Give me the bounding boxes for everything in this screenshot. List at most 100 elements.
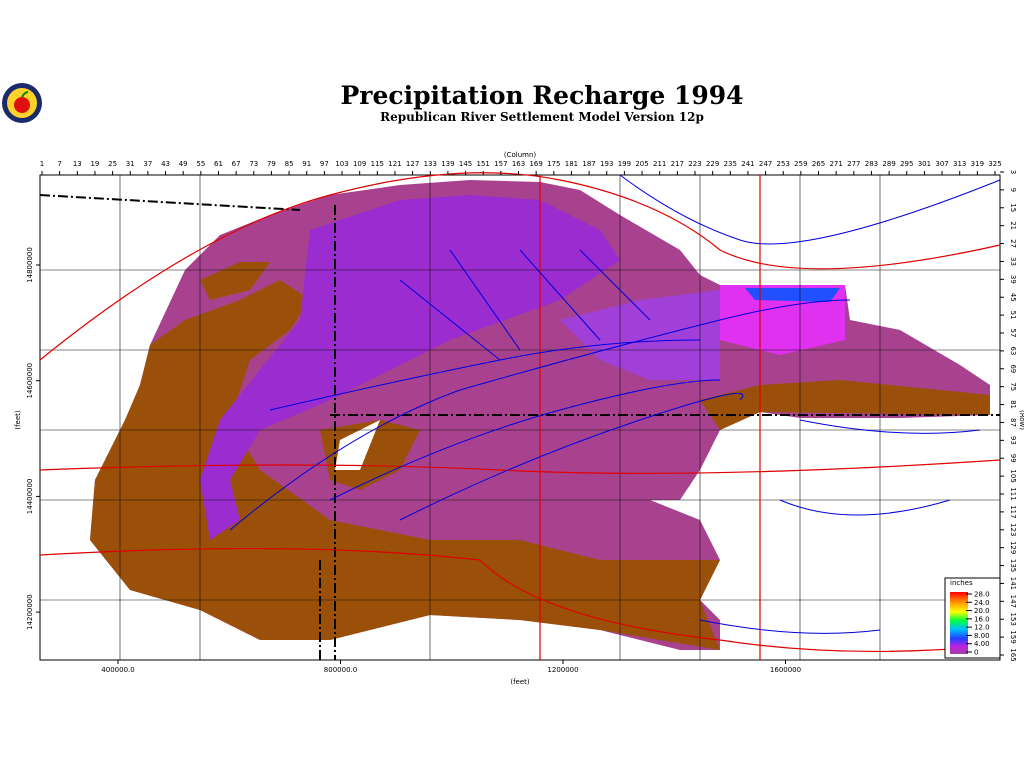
column-tick-label: 169 (529, 160, 542, 168)
column-tick-label: 109 (353, 160, 366, 168)
row-tick-label: 15 (1009, 203, 1017, 212)
row-tick-label: 153 (1009, 613, 1017, 626)
column-tick-label: 85 (285, 160, 294, 168)
row-tick-label: 57 (1009, 329, 1017, 338)
column-label: (Column) (504, 151, 537, 159)
column-tick-label: 271 (829, 160, 842, 168)
column-tick-label: 223 (688, 160, 701, 168)
row-tick-label: 21 (1009, 221, 1017, 230)
column-tick-label: 49 (179, 160, 188, 168)
column-tick-label: 1 (40, 160, 44, 168)
y-feet-label: 14200000 (26, 594, 34, 630)
legend-label: 4.00 (974, 640, 990, 648)
column-tick-label: 157 (494, 160, 507, 168)
row-tick-label: 129 (1009, 541, 1017, 554)
x-feet-label: 1200000 (547, 666, 578, 674)
column-tick-label: 115 (371, 160, 384, 168)
legend-label: 28.0 (974, 591, 990, 599)
row-tick-label: 69 (1009, 364, 1017, 373)
y-feet-label: 14400000 (26, 479, 34, 515)
row-tick-label: 63 (1009, 346, 1017, 355)
subtitle: Republican River Settlement Model Versio… (380, 110, 704, 124)
column-tick-label: 289 (882, 160, 895, 168)
legend-label: 24.0 (974, 599, 990, 607)
legend-label: 8.00 (974, 632, 990, 640)
x-feet-label: 1600000 (770, 666, 801, 674)
row-tick-label: 141 (1009, 577, 1017, 590)
x-feet-label: 800000.0 (324, 666, 357, 674)
column-tick-label: 217 (671, 160, 684, 168)
column-tick-label: 139 (441, 160, 454, 168)
legend-title: inches (950, 579, 973, 587)
column-tick-label: 319 (971, 160, 984, 168)
column-tick-label: 91 (302, 160, 311, 168)
column-tick-label: 235 (724, 160, 737, 168)
row-tick-label: 75 (1009, 382, 1017, 391)
row-tick-label: 147 (1009, 595, 1017, 608)
column-tick-label: 277 (847, 160, 860, 168)
row-tick-label: 117 (1009, 505, 1017, 518)
column-tick-label: 79 (267, 160, 276, 168)
column-tick-label: 265 (812, 160, 825, 168)
title: Precipitation Recharge 1994 (340, 81, 743, 110)
column-tick-label: 175 (547, 160, 560, 168)
column-tick-label: 211 (653, 160, 666, 168)
row-tick-label: 3 (1009, 170, 1017, 174)
legend-label: 16.0 (974, 615, 990, 623)
x-feet-label: 400000.0 (101, 666, 134, 674)
row-tick-label: 87 (1009, 418, 1017, 427)
column-tick-label: 55 (196, 160, 205, 168)
row-tick-label: 111 (1009, 487, 1017, 500)
column-tick-label: 181 (565, 160, 578, 168)
y-feet-label: 14800000 (26, 247, 34, 283)
column-tick-label: 229 (706, 160, 719, 168)
logo (2, 83, 42, 123)
row-tick-label: 45 (1009, 293, 1017, 302)
column-tick-label: 253 (777, 160, 790, 168)
column-tick-label: 163 (512, 160, 525, 168)
legend-label: 0 (974, 649, 978, 657)
row-tick-label: 135 (1009, 559, 1017, 572)
column-tick-label: 283 (865, 160, 878, 168)
column-tick-label: 121 (388, 160, 401, 168)
y-feet-title: (feet) (14, 410, 22, 430)
row-label: (Row) (1018, 410, 1024, 430)
column-tick-label: 151 (477, 160, 490, 168)
column-tick-label: 307 (935, 160, 948, 168)
column-tick-label: 133 (424, 160, 437, 168)
row-tick-label: 165 (1009, 648, 1017, 661)
column-tick-label: 25 (108, 160, 117, 168)
column-tick-label: 313 (953, 160, 966, 168)
column-tick-label: 43 (161, 160, 170, 168)
column-tick-label: 13 (73, 160, 82, 168)
column-tick-label: 259 (794, 160, 807, 168)
column-tick-label: 97 (320, 160, 329, 168)
column-tick-label: 325 (988, 160, 1001, 168)
row-tick-label: 99 (1009, 454, 1017, 463)
legend: inches 28.024.020.016.012.08.004.000 (944, 577, 1001, 659)
column-tick-label: 241 (741, 160, 754, 168)
column-tick-label: 247 (759, 160, 772, 168)
row-tick-label: 27 (1009, 239, 1017, 248)
column-tick-label: 205 (635, 160, 648, 168)
column-tick-label: 67 (232, 160, 241, 168)
y-feet-label: 14600000 (26, 363, 34, 399)
column-tick-label: 61 (214, 160, 223, 168)
legend-label: 20.0 (974, 607, 990, 615)
row-tick-label: 159 (1009, 630, 1017, 643)
x-feet-title: (feet) (510, 678, 530, 686)
column-tick-label: 73 (249, 160, 258, 168)
column-tick-label: 199 (618, 160, 631, 168)
map (39, 172, 1001, 661)
row-tick-label: 33 (1009, 257, 1017, 266)
column-tick-label: 145 (459, 160, 472, 168)
column-tick-label: 187 (582, 160, 595, 168)
column-tick-label: 103 (335, 160, 348, 168)
row-tick-label: 81 (1009, 400, 1017, 409)
row-tick-label: 123 (1009, 523, 1017, 536)
column-tick-label: 127 (406, 160, 419, 168)
column-tick-label: 193 (600, 160, 613, 168)
row-tick-label: 9 (1009, 188, 1017, 192)
row-tick-label: 39 (1009, 275, 1017, 284)
